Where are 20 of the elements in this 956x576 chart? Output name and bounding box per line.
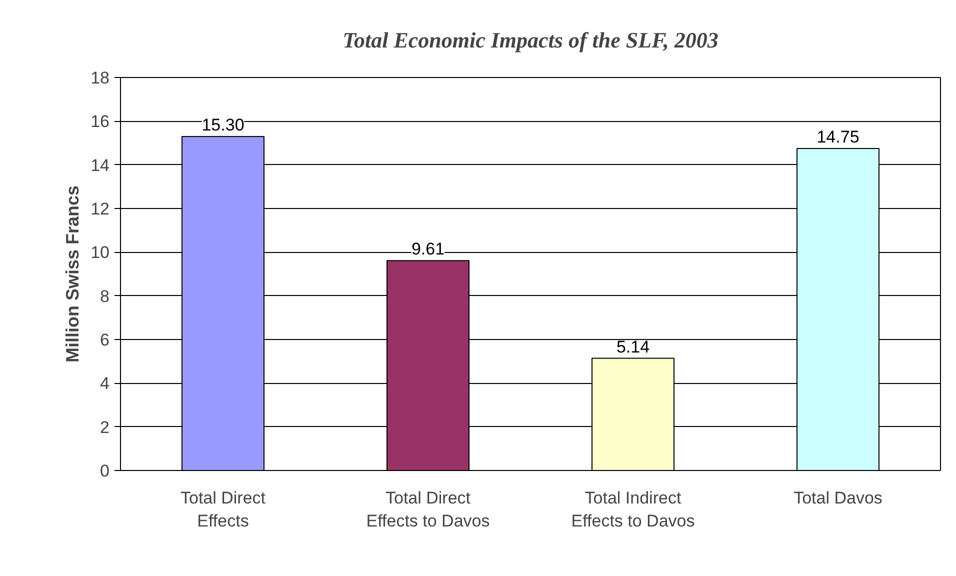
y-tick-label: 18 [90,68,110,88]
y-tick-label: 6 [100,330,110,350]
x-tick-label: Total Davos [794,488,882,508]
data-label: 5.14 [616,337,650,356]
y-tick-label: 8 [100,286,110,306]
y-tick-label: 14 [90,156,110,175]
data-label: 9.61 [411,240,445,259]
chart-title: Total Economic Impacts of the SLF, 2003 [342,28,718,52]
x-tick-label: Total Direct Effects to Davos [366,488,490,530]
y-axis-title: Million Swiss Francs [62,185,83,363]
y-tick-label: 16 [90,112,110,132]
y-tick-label: 12 [90,200,110,218]
data-label: 14.75 [816,127,860,146]
data-label: 15.30 [202,115,244,134]
y-tick-label: 4 [100,374,110,394]
y-tick-label: 2 [100,418,110,437]
x-tick-label: Total Indirect Effects to Davos [571,488,695,530]
x-tick-label: Total Direct Effects [180,488,266,530]
y-tick-label: 10 [90,243,110,262]
y-tick-label: 0 [100,462,110,480]
